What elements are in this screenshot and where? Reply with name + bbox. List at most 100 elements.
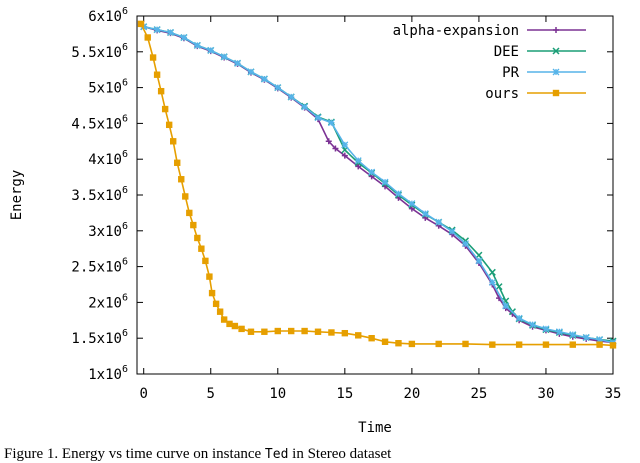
legend-entry: DEE xyxy=(494,44,586,60)
data-point xyxy=(165,121,173,129)
data-point xyxy=(287,327,295,335)
data-point xyxy=(435,218,443,226)
y-tick-mantissa: 4.5x10 xyxy=(71,116,122,132)
data-point xyxy=(542,341,550,348)
data-point xyxy=(552,47,560,55)
legend: alpha-expansion DEE PR ours xyxy=(393,23,586,102)
data-point xyxy=(178,176,185,183)
y-tick-mantissa: 4x10 xyxy=(88,152,122,168)
x-axis-title: Time xyxy=(358,420,392,436)
data-point xyxy=(325,138,332,145)
data-point xyxy=(238,325,245,333)
y-axis-ticks: 1x1061.5x1062x1062.5x1063x1063.5x1064x10… xyxy=(71,6,613,383)
y-tick-exponent: 6 xyxy=(122,42,128,53)
data-point xyxy=(395,340,402,347)
y-tick-exponent: 6 xyxy=(122,78,128,89)
data-point xyxy=(226,320,233,328)
caption-suffix: in Stereo dataset xyxy=(288,446,392,462)
y-tick-label: 3x106 xyxy=(88,221,128,240)
data-point xyxy=(220,53,228,61)
data-point xyxy=(462,340,469,348)
data-point xyxy=(314,328,322,335)
data-point xyxy=(435,340,442,348)
data-point xyxy=(355,163,362,170)
data-point xyxy=(327,119,335,127)
data-point xyxy=(274,327,281,335)
data-point xyxy=(354,157,362,165)
y-tick-label: 2.5x106 xyxy=(71,257,128,276)
data-point xyxy=(206,273,213,280)
data-point xyxy=(328,329,335,336)
data-point xyxy=(355,332,362,339)
data-point xyxy=(301,103,309,111)
data-point xyxy=(190,221,197,229)
data-point xyxy=(488,278,496,286)
data-point xyxy=(247,68,255,76)
data-point xyxy=(395,190,402,198)
data-point xyxy=(260,75,268,83)
data-point xyxy=(301,327,308,335)
series-layer xyxy=(137,20,617,349)
data-point xyxy=(596,341,603,348)
data-point xyxy=(149,54,157,61)
data-point xyxy=(408,205,415,212)
data-point xyxy=(220,316,228,323)
y-tick-label: 3.5x106 xyxy=(71,185,128,204)
data-point xyxy=(287,93,295,101)
data-point xyxy=(234,59,242,67)
data-point xyxy=(462,240,469,248)
legend-label: alpha-expansion xyxy=(393,23,519,39)
y-tick-exponent: 6 xyxy=(122,221,128,232)
y-tick-label: 1.5x106 xyxy=(71,328,128,347)
data-point xyxy=(161,105,169,113)
data-point xyxy=(381,178,389,186)
data-point xyxy=(569,341,576,348)
data-point xyxy=(341,152,348,159)
x-tick-label: 30 xyxy=(538,386,555,402)
y-tick-label: 4x106 xyxy=(88,149,128,168)
caption-code: Ted xyxy=(264,447,289,462)
data-point xyxy=(153,71,161,78)
data-point xyxy=(167,29,174,36)
data-point xyxy=(212,300,220,308)
y-tick-label: 5x106 xyxy=(88,78,128,97)
y-tick-mantissa: 1.5x10 xyxy=(71,331,122,347)
data-point xyxy=(489,341,496,348)
data-point xyxy=(170,138,177,145)
legend-entry: ours xyxy=(485,86,586,102)
plot-frame xyxy=(136,15,614,375)
data-point xyxy=(596,336,604,344)
data-point xyxy=(186,209,193,217)
data-point xyxy=(502,302,510,310)
data-point xyxy=(552,68,560,76)
data-point xyxy=(515,314,523,322)
x-tick-label: 25 xyxy=(470,386,487,402)
data-point xyxy=(368,335,375,342)
data-point xyxy=(495,283,503,291)
data-point xyxy=(157,87,165,95)
data-point xyxy=(193,41,201,49)
legend-entry: alpha-expansion xyxy=(393,23,586,39)
y-tick-mantissa: 5.5x10 xyxy=(71,45,122,61)
y-tick-mantissa: 2x10 xyxy=(88,295,122,311)
series-line xyxy=(143,25,614,344)
y-tick-label: 5.5x106 xyxy=(71,42,128,61)
y-tick-exponent: 6 xyxy=(122,113,128,124)
data-point xyxy=(202,257,209,265)
data-point xyxy=(542,325,550,333)
data-point xyxy=(553,27,559,33)
y-tick-mantissa: 5x10 xyxy=(88,81,122,97)
y-tick-label: 6x106 xyxy=(88,6,128,25)
y-tick-mantissa: 3.5x10 xyxy=(71,188,122,204)
x-axis-ticks: 0 5 10 15 20 25 30 35 xyxy=(139,16,621,402)
data-point xyxy=(341,329,349,337)
x-tick-label: 35 xyxy=(605,386,622,402)
data-point xyxy=(582,334,590,341)
data-point xyxy=(408,340,416,348)
y-axis-title: Energy xyxy=(9,170,25,221)
y-tick-exponent: 6 xyxy=(122,364,128,375)
data-point xyxy=(408,200,416,208)
data-point xyxy=(247,328,255,335)
data-point xyxy=(174,159,181,166)
